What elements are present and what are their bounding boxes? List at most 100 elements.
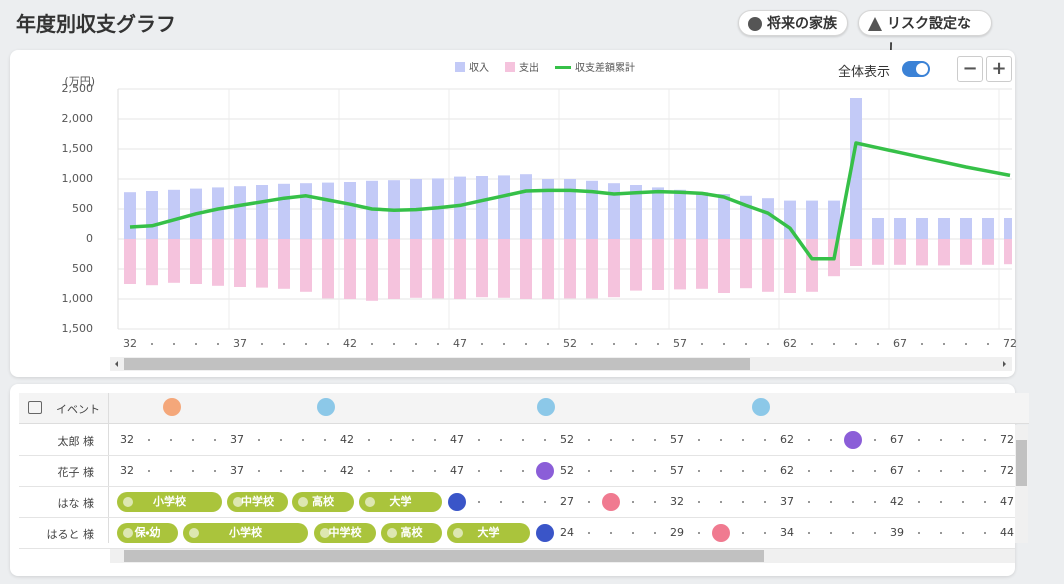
age-dot <box>830 532 832 534</box>
x-tick-dot <box>855 343 857 345</box>
age-dot <box>500 501 502 503</box>
age-dot <box>874 439 876 441</box>
age-label: 67 <box>890 433 904 446</box>
y-tick-label: 0 <box>86 232 93 245</box>
event-icon[interactable] <box>844 431 862 449</box>
bar <box>410 239 422 298</box>
x-tick-dot <box>547 343 549 345</box>
age-dot <box>698 532 700 534</box>
person-name: はな 様 <box>57 497 95 510</box>
age-dot <box>654 470 656 472</box>
bar <box>344 182 356 239</box>
age-label: 39 <box>890 526 904 539</box>
x-tick-label: 47 <box>453 337 467 350</box>
age-label: 44 <box>1000 526 1014 539</box>
bar <box>366 239 378 301</box>
age-dot <box>962 501 964 503</box>
family-button[interactable]: 将来の家族 <box>738 10 848 36</box>
stage-pill: 中学校 <box>227 492 288 512</box>
bar <box>476 239 488 298</box>
bar <box>498 175 510 239</box>
bar <box>520 239 532 299</box>
age-dot <box>610 470 612 472</box>
bar <box>168 239 180 283</box>
bar <box>476 176 488 239</box>
age-label: 42 <box>890 495 904 508</box>
bar <box>674 239 686 290</box>
y-tick-label: 1,000 <box>62 172 94 185</box>
age-dot <box>720 470 722 472</box>
bar <box>960 218 972 239</box>
risk-button[interactable]: リスク設定なし <box>858 10 992 58</box>
age-dot <box>808 532 810 534</box>
bar <box>1004 218 1012 239</box>
zoom-in[interactable]: + <box>986 56 1012 82</box>
age-dot <box>478 470 480 472</box>
x-tick-dot <box>151 343 153 345</box>
bar <box>322 239 334 299</box>
x-tick-dot <box>965 343 967 345</box>
age-dot <box>500 470 502 472</box>
event-icon[interactable] <box>448 493 466 511</box>
bar <box>322 182 334 239</box>
person-name: 太郎 様 <box>57 435 95 448</box>
bar <box>146 239 158 286</box>
x-tick-dot <box>305 343 307 345</box>
age-dot <box>962 439 964 441</box>
zoom-out[interactable]: − <box>957 56 983 82</box>
bar <box>762 239 774 292</box>
x-tick-dot <box>657 343 659 345</box>
bar <box>850 239 862 266</box>
age-dot <box>192 439 194 441</box>
h-scrollbar-thumb[interactable] <box>124 550 764 562</box>
bar <box>806 200 818 239</box>
x-tick-dot <box>415 343 417 345</box>
scroll-left[interactable] <box>115 361 118 367</box>
age-label: 37 <box>230 464 244 477</box>
age-dot <box>258 439 260 441</box>
age-dot <box>808 439 810 441</box>
event-icon[interactable] <box>163 398 181 416</box>
divider <box>108 393 109 543</box>
bar <box>586 239 598 299</box>
age-label: 57 <box>670 464 684 477</box>
event-icon[interactable] <box>317 398 335 416</box>
y-tick-label: 500 <box>72 202 93 215</box>
age-dot <box>720 501 722 503</box>
event-icon[interactable] <box>536 524 554 542</box>
age-label: 42 <box>340 464 354 477</box>
scrollbar-thumb[interactable] <box>124 358 750 370</box>
event-icon[interactable] <box>712 524 730 542</box>
stage-pill: 小学校 <box>183 523 308 543</box>
age-dot <box>280 470 282 472</box>
x-tick-dot <box>745 343 747 345</box>
bar <box>124 239 136 284</box>
age-label: 67 <box>890 464 904 477</box>
age-dot <box>148 439 150 441</box>
age-dot <box>830 501 832 503</box>
toggle[interactable] <box>902 61 930 77</box>
row-line <box>19 455 1015 456</box>
x-tick-dot <box>195 343 197 345</box>
event-icon[interactable] <box>752 398 770 416</box>
x-tick-label: 42 <box>343 337 357 350</box>
age-dot <box>412 439 414 441</box>
event-icon[interactable] <box>602 493 620 511</box>
event-icon[interactable] <box>537 398 555 416</box>
age-dot <box>588 532 590 534</box>
age-dot <box>544 501 546 503</box>
x-tick-dot <box>635 343 637 345</box>
age-dot <box>918 501 920 503</box>
toggle-label: 全体表示 <box>838 65 891 80</box>
bar <box>344 239 356 299</box>
icon <box>748 17 762 31</box>
age-dot <box>918 470 920 472</box>
scroll-right[interactable] <box>1003 361 1006 367</box>
age-dot <box>610 532 612 534</box>
bar <box>916 218 928 239</box>
event-icon[interactable] <box>536 462 554 480</box>
bar <box>806 239 818 292</box>
bar <box>1004 239 1012 265</box>
x-tick-dot <box>591 343 593 345</box>
v-scrollbar-thumb[interactable] <box>1016 440 1027 486</box>
